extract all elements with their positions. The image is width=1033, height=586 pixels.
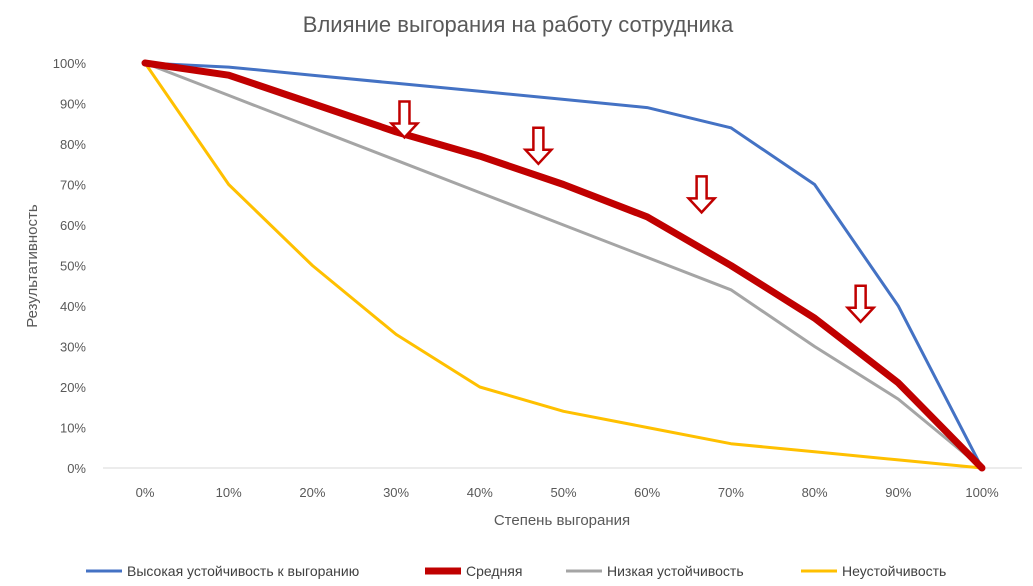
x-tick-label: 40% — [467, 485, 493, 500]
y-axis-label: Результативность — [24, 204, 41, 328]
legend-item: Средняя — [425, 563, 522, 579]
x-tick-label: 50% — [550, 485, 576, 500]
down-arrow-icon — [522, 126, 555, 166]
down-arrow-icon — [685, 175, 718, 215]
x-tick-label: 0% — [136, 485, 155, 500]
y-tick-label: 70% — [60, 178, 86, 193]
y-tick-label: 20% — [60, 380, 86, 395]
y-tick-label: 50% — [60, 259, 86, 274]
series-lines — [141, 59, 986, 472]
y-tick-label: 0% — [67, 461, 86, 476]
x-axis-label: Степень выгорания — [494, 512, 630, 529]
x-tick-label: 80% — [802, 485, 828, 500]
annotations — [388, 100, 877, 324]
legend-item: Низкая устойчивость — [566, 563, 744, 579]
x-axis-ticks: 0% 10% 20% 30% 40% 50% 60% 70% 80% 90% 100% — [136, 485, 999, 500]
y-tick-label: 100% — [53, 56, 87, 71]
y-tick-label: 60% — [60, 218, 86, 233]
x-tick-label: 60% — [634, 485, 660, 500]
x-tick-label: 10% — [216, 485, 242, 500]
y-tick-label: 90% — [60, 97, 86, 112]
x-tick-label: 70% — [718, 485, 744, 500]
series-line — [141, 59, 986, 472]
x-tick-label: 100% — [965, 485, 999, 500]
legend-label: Средняя — [466, 563, 522, 579]
down-arrow-icon — [388, 100, 421, 140]
x-tick-label: 90% — [885, 485, 911, 500]
legend-item: Высокая устойчивость к выгоранию — [86, 563, 359, 579]
legend-label: Неустойчивость — [842, 563, 946, 579]
down-arrow-icon — [844, 284, 877, 324]
series-line — [143, 61, 984, 470]
y-axis-ticks: 0% 10% 20% 30% 40% 50% 60% 70% 80% 90% 100% — [53, 56, 87, 476]
chart-title: Влияние выгорания на работу сотрудника — [303, 12, 734, 37]
x-tick-label: 30% — [383, 485, 409, 500]
y-tick-label: 40% — [60, 299, 86, 314]
series-line — [143, 61, 984, 470]
legend-label: Низкая устойчивость — [607, 563, 744, 579]
legend-item: Неустойчивость — [801, 563, 946, 579]
legend: Высокая устойчивость к выгоранию Средняя Н… — [86, 563, 946, 579]
y-tick-label: 80% — [60, 137, 86, 152]
series-line — [143, 61, 984, 470]
y-tick-label: 10% — [60, 421, 86, 436]
y-tick-label: 30% — [60, 340, 86, 355]
x-tick-label: 20% — [299, 485, 325, 500]
legend-label: Высокая устойчивость к выгоранию — [127, 563, 359, 579]
